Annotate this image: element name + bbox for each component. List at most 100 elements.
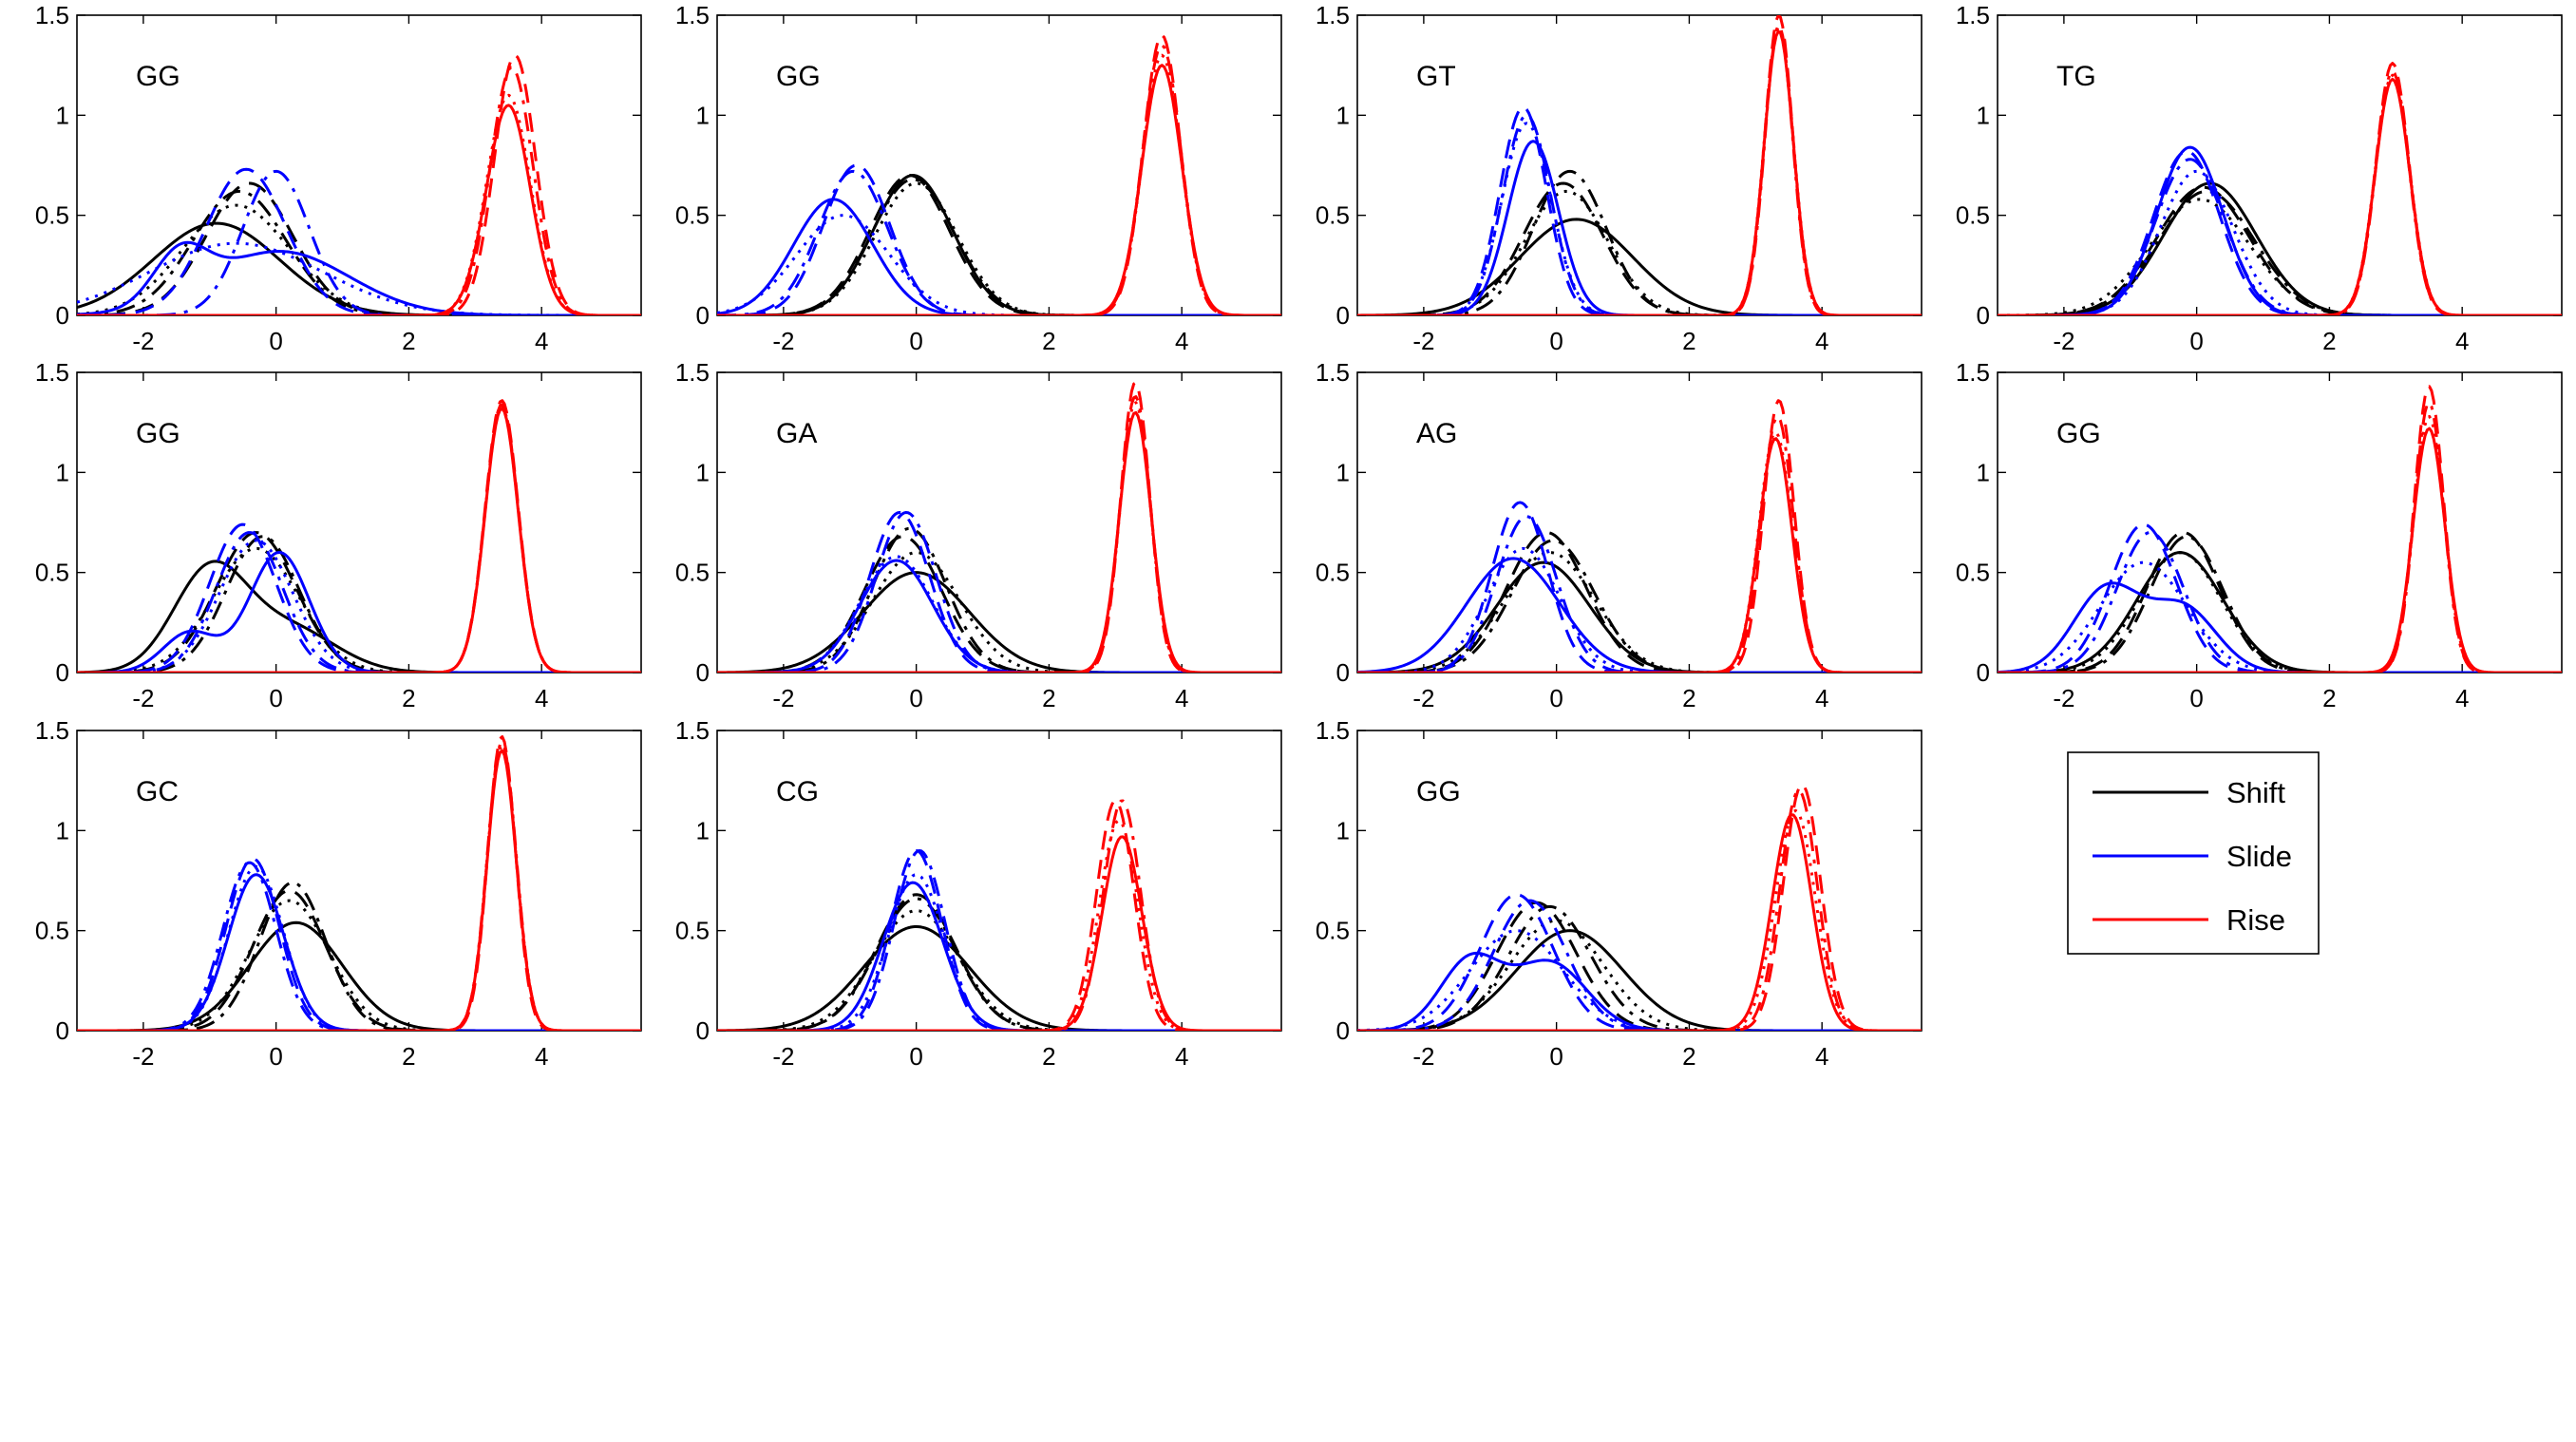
y-tick-label: 1 (1336, 101, 1350, 129)
x-tick-label: 4 (1815, 327, 1828, 355)
series-line-rise-dotted (77, 405, 641, 673)
y-tick-label: 0.5 (1956, 201, 1990, 230)
y-tick-label: 1.5 (1956, 358, 1990, 387)
panel-label: GC (136, 776, 179, 807)
legend-label-rise: Rise (2226, 903, 2285, 937)
y-tick-label: 1.5 (1316, 1, 1350, 29)
panel-7: -2 0 2 4 0 0.5 1 1.5 AG (1316, 358, 1923, 712)
axes-frame (76, 371, 642, 674)
x-tick-label: 0 (909, 327, 922, 355)
series-line-slide-dotted (77, 241, 641, 315)
series-line-rise-solid (1357, 813, 1922, 1031)
curves (717, 799, 1281, 1031)
panel-3: -2 0 2 4 0 0.5 1 1.5 GT (1316, 1, 1923, 355)
x-tick-label: 2 (1682, 327, 1695, 355)
x-tick-label: 4 (1815, 684, 1828, 712)
axes-frame (716, 371, 1282, 674)
y-tick-label: 1.5 (35, 1, 69, 29)
series-line-slide-solid (1357, 557, 1922, 673)
y-tick-label: 0.5 (675, 201, 710, 230)
legend-label-shift: Shift (2226, 776, 2285, 809)
y-tick-label: 0 (1336, 658, 1350, 687)
series-line-rise-dashed (1357, 783, 1922, 1031)
series-line-slide-dotted (1998, 560, 2562, 673)
panel-label: GT (1416, 61, 1456, 92)
series-line-shift-dotted (77, 546, 641, 673)
series-line-rise-dashed (1998, 62, 2562, 315)
y-tick-label: 0.5 (35, 201, 69, 230)
x-tick-label: -2 (2053, 684, 2074, 712)
x-tick-label: -2 (132, 327, 154, 355)
x-tick-label: -2 (1412, 1042, 1434, 1071)
series-line-rise-dashed (717, 799, 1281, 1031)
y-tick-label: 1 (56, 816, 69, 844)
panel-label: GG (136, 61, 180, 92)
series-line-slide-solid (1357, 951, 1922, 1031)
series-line-shift-dashdot (77, 189, 641, 315)
series-line-slide-dashed (77, 167, 641, 315)
series-line-rise-solid (717, 410, 1281, 673)
y-tick-label: 0.5 (675, 559, 710, 587)
y-tick-label: 0 (56, 1016, 69, 1045)
series-line-slide-dashdot (1998, 158, 2562, 315)
series-line-shift-dotted (1998, 551, 2562, 673)
x-tick-label: 2 (402, 1042, 415, 1071)
series-line-rise-dashdot (77, 741, 641, 1031)
series-line-rise-dashdot (1357, 24, 1922, 315)
y-tick-label: 1.5 (1316, 358, 1350, 387)
series-line-shift-solid (1357, 560, 1922, 673)
series-line-slide-dotted (717, 214, 1281, 315)
curves (717, 381, 1281, 673)
panel-label: CG (776, 776, 819, 807)
x-tick-label: 4 (535, 327, 548, 355)
series-line-rise-dotted (717, 53, 1281, 315)
legend: Shift Slide Rise (2067, 751, 2320, 955)
curves (77, 399, 641, 673)
series-line-rise-dashed (77, 53, 641, 315)
y-tick-label: 1 (1336, 458, 1350, 486)
y-tick-label: 0.5 (1316, 917, 1350, 945)
panel-label: GG (2056, 418, 2101, 449)
y-tick-label: 0 (1336, 301, 1350, 330)
axes-frame (1997, 14, 2563, 316)
axes-frame (716, 730, 1282, 1032)
curves (77, 53, 641, 315)
x-tick-label: 2 (402, 684, 415, 712)
panel-label: GG (1416, 776, 1461, 807)
y-tick-label: 1.5 (675, 1, 710, 29)
panel-label: AG (1416, 418, 1457, 449)
series-line-shift-solid (717, 924, 1281, 1031)
panel-label: GG (136, 418, 180, 449)
y-tick-label: 1.5 (35, 716, 69, 745)
x-tick-label: 0 (1549, 684, 1563, 712)
series-line-shift-dashdot (1998, 535, 2562, 673)
y-tick-label: 0 (1336, 1016, 1350, 1045)
series-line-shift-dashdot (717, 178, 1281, 315)
x-tick-label: 2 (2322, 684, 2336, 712)
curves (1357, 399, 1922, 673)
series-line-rise-dashed (1357, 399, 1922, 673)
y-tick-label: 0.5 (1956, 559, 1990, 587)
x-tick-label: 0 (269, 1042, 282, 1071)
x-tick-label: -2 (772, 684, 794, 712)
y-tick-label: 0.5 (1316, 201, 1350, 230)
x-tick-label: 2 (1042, 684, 1055, 712)
series-line-shift-dashdot (717, 526, 1281, 673)
y-tick-label: 1 (56, 101, 69, 129)
series-line-slide-solid (77, 550, 641, 673)
x-tick-label: 4 (1175, 1042, 1188, 1071)
axes-frame (1997, 371, 2563, 674)
panel-4: -2 0 2 4 0 0.5 1 1.5 TG (1956, 1, 2563, 355)
panel-label: GG (776, 61, 821, 92)
y-tick-label: 0.5 (675, 917, 710, 945)
x-tick-label: 0 (2189, 327, 2203, 355)
series-line-shift-dotted (717, 181, 1281, 315)
x-tick-label: 2 (1682, 1042, 1695, 1071)
x-tick-label: 0 (1549, 327, 1563, 355)
y-tick-label: 0 (1977, 301, 1990, 330)
y-tick-label: 1 (56, 458, 69, 486)
y-tick-label: 0 (696, 658, 710, 687)
y-tick-label: 0.5 (35, 917, 69, 945)
panel-6: -2 0 2 4 0 0.5 1 1.5 GA (675, 358, 1282, 712)
